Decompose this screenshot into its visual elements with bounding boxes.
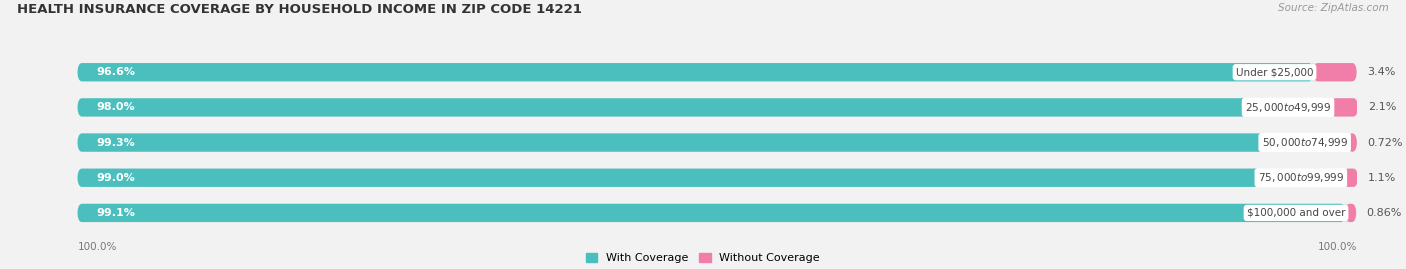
- Text: $25,000 to $49,999: $25,000 to $49,999: [1244, 101, 1331, 114]
- FancyBboxPatch shape: [77, 63, 1357, 81]
- Legend: With Coverage, Without Coverage: With Coverage, Without Coverage: [586, 253, 820, 263]
- FancyBboxPatch shape: [77, 98, 1357, 116]
- Text: HEALTH INSURANCE COVERAGE BY HOUSEHOLD INCOME IN ZIP CODE 14221: HEALTH INSURANCE COVERAGE BY HOUSEHOLD I…: [17, 3, 582, 16]
- Text: Under $25,000: Under $25,000: [1236, 67, 1313, 77]
- Text: $75,000 to $99,999: $75,000 to $99,999: [1258, 171, 1344, 184]
- Text: 2.1%: 2.1%: [1368, 102, 1396, 112]
- FancyBboxPatch shape: [77, 133, 1357, 152]
- Text: Source: ZipAtlas.com: Source: ZipAtlas.com: [1278, 3, 1389, 13]
- Text: 1.1%: 1.1%: [1368, 173, 1396, 183]
- FancyBboxPatch shape: [1346, 204, 1357, 222]
- FancyBboxPatch shape: [1348, 133, 1357, 152]
- FancyBboxPatch shape: [77, 204, 1346, 222]
- Text: 0.72%: 0.72%: [1367, 137, 1403, 148]
- Text: $100,000 and over: $100,000 and over: [1247, 208, 1346, 218]
- FancyBboxPatch shape: [77, 98, 1331, 116]
- FancyBboxPatch shape: [77, 63, 1313, 81]
- FancyBboxPatch shape: [77, 204, 1357, 222]
- Text: 100.0%: 100.0%: [1317, 242, 1357, 252]
- Text: 100.0%: 100.0%: [77, 242, 117, 252]
- FancyBboxPatch shape: [1313, 63, 1357, 81]
- Text: 98.0%: 98.0%: [97, 102, 135, 112]
- FancyBboxPatch shape: [77, 133, 1348, 152]
- Text: $50,000 to $74,999: $50,000 to $74,999: [1261, 136, 1348, 149]
- Text: 0.86%: 0.86%: [1367, 208, 1402, 218]
- Text: 99.1%: 99.1%: [97, 208, 135, 218]
- Text: 99.0%: 99.0%: [97, 173, 135, 183]
- Text: 3.4%: 3.4%: [1367, 67, 1395, 77]
- Text: 99.3%: 99.3%: [97, 137, 135, 148]
- Text: 96.6%: 96.6%: [97, 67, 135, 77]
- FancyBboxPatch shape: [77, 169, 1344, 187]
- FancyBboxPatch shape: [1331, 98, 1358, 116]
- FancyBboxPatch shape: [77, 169, 1357, 187]
- FancyBboxPatch shape: [1344, 169, 1358, 187]
